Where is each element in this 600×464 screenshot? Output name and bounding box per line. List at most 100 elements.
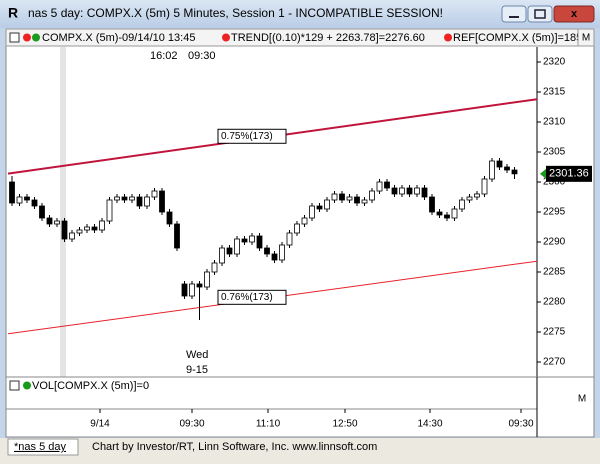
candle-body <box>271 253 278 261</box>
pane-max-icon: M <box>582 33 590 44</box>
candle-body <box>144 196 150 207</box>
candle-body <box>444 214 450 219</box>
candle-body <box>316 205 323 210</box>
candle-body <box>204 271 210 288</box>
candle-body <box>331 193 338 201</box>
legend-trend: TREND[(0.10)*129 + 2263.78]=2276.60 <box>231 32 425 44</box>
candle-body <box>84 226 90 231</box>
legend-dot <box>444 33 452 42</box>
legend-ref: REF[COMPX.X (5m)]=1858 <box>453 32 588 44</box>
trend-label-box <box>217 289 287 305</box>
candle-body <box>24 196 30 201</box>
candle-body <box>466 196 473 201</box>
candle-body <box>91 226 98 231</box>
candle-body <box>196 283 203 288</box>
price-tag-label: 2301.36 <box>549 168 589 180</box>
candle-body <box>414 187 420 195</box>
candle-body <box>181 283 188 297</box>
candle-body <box>136 196 143 207</box>
legend-dot <box>23 381 31 390</box>
volume-label: VOL[COMPX.X (5m)]=0 <box>32 380 149 392</box>
candle-body <box>249 235 255 243</box>
annotation: Wed <box>186 349 208 361</box>
candle-body <box>406 187 413 195</box>
candle-body <box>31 199 38 207</box>
maximize-button[interactable] <box>527 5 553 23</box>
app-icon: R <box>8 5 18 21</box>
y-tick-label: 2315 <box>543 87 566 98</box>
title-bar <box>0 0 600 28</box>
tab[interactable] <box>7 438 79 456</box>
status-bar <box>0 438 600 464</box>
pane-toggle[interactable] <box>9 32 20 43</box>
maximize-icon <box>534 9 546 19</box>
candle-body <box>429 196 435 213</box>
window-title: nas 5 day: COMPX.X (5m) 5 Minutes, Sessi… <box>28 6 443 20</box>
price-plot: 2270 2275 2280 2285 2290 2295 2300 2305 2310 2315… <box>7 50 592 376</box>
candle-body <box>226 247 233 255</box>
x-tick-label: 09:30 <box>508 419 533 430</box>
candle-body <box>219 247 225 264</box>
candle-body <box>69 232 75 240</box>
y-tick-label: 2280 <box>543 297 566 308</box>
close-button[interactable] <box>553 5 595 23</box>
trend-label: 0.76%(173) <box>221 292 273 303</box>
candle-body <box>369 190 375 201</box>
candle-body <box>346 196 353 201</box>
candle-body <box>376 181 383 192</box>
candle-body <box>9 181 15 204</box>
candle-body <box>504 166 510 171</box>
candle-body <box>106 199 113 222</box>
candle-body <box>129 196 135 201</box>
close-icon: x <box>571 8 578 20</box>
candle-body <box>399 187 405 195</box>
y-tick-label: 2290 <box>543 237 566 248</box>
candle-body <box>16 196 23 204</box>
legend-dot <box>222 33 230 42</box>
x-tick-label: 09:30 <box>179 419 204 430</box>
legend-dot <box>32 33 40 42</box>
candle-body <box>39 205 45 219</box>
trend-label: 0.75%(173) <box>221 131 273 142</box>
candle-body <box>324 199 330 210</box>
candle-body <box>391 187 398 195</box>
annotation: 9-15 <box>186 364 208 376</box>
price-tag <box>546 165 592 182</box>
candle-body <box>301 217 308 225</box>
candle-body <box>436 211 443 216</box>
y-tick-label: 2295 <box>543 207 566 218</box>
candle-body <box>264 247 270 255</box>
candle-body <box>166 211 173 225</box>
candle-body <box>496 160 503 168</box>
candle-body <box>421 187 428 198</box>
candle-body <box>114 196 120 201</box>
annotation: 16:02 <box>150 50 178 62</box>
candle-body <box>241 238 248 243</box>
y-tick-label: 2300 <box>543 177 566 188</box>
credit: Chart by Investor/RT, Linn Software, Inc… <box>92 441 377 453</box>
pane-max-icon: M <box>578 394 586 405</box>
session-marker <box>60 47 66 377</box>
candle-body <box>121 196 128 201</box>
candle-body <box>54 220 60 225</box>
y-tick-label: 2305 <box>543 147 566 158</box>
x-tick-label: 9/14 <box>90 419 110 430</box>
window-buttons[interactable]: x <box>501 5 595 23</box>
legend-dot <box>23 33 31 42</box>
pane-max-button[interactable] <box>577 28 595 47</box>
candle-body <box>189 283 195 297</box>
candle-body <box>511 169 518 175</box>
pane-toggle[interactable] <box>9 380 20 391</box>
trend-label-box <box>217 128 287 144</box>
y-tick-label: 2285 <box>543 267 566 278</box>
minimize-button[interactable] <box>501 5 527 23</box>
y-tick-label: 2310 <box>543 117 566 128</box>
x-tick-label: 12:50 <box>332 419 357 430</box>
candle-body <box>256 235 263 249</box>
x-tick-label: 11:10 <box>256 419 281 430</box>
candle-body <box>339 193 345 201</box>
candle-body <box>309 205 315 219</box>
tab-label[interactable]: *nas 5 day <box>14 441 66 453</box>
candle-body <box>61 220 68 240</box>
